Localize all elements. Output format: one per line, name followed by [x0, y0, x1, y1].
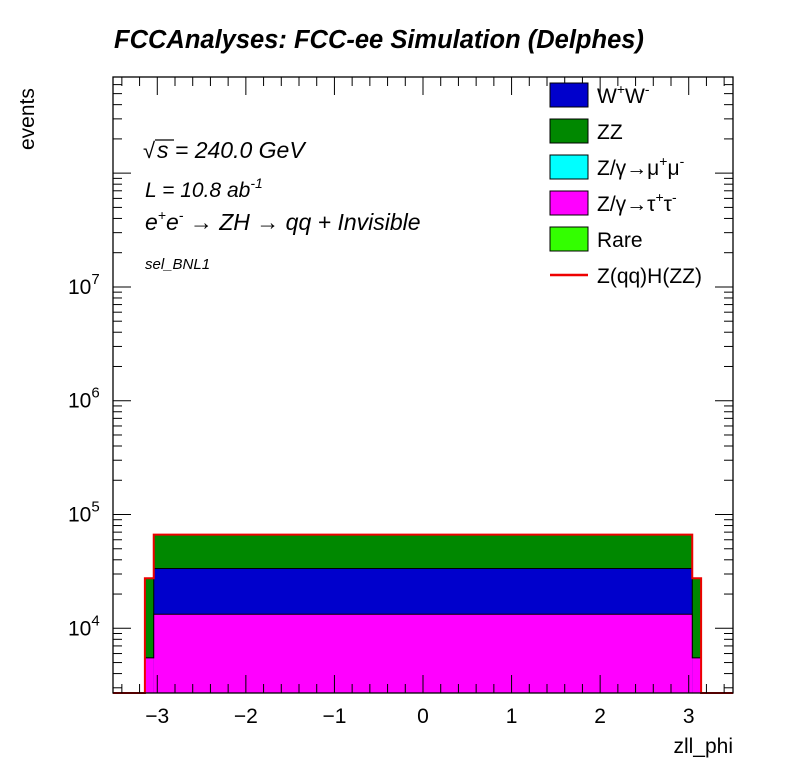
sqrt-sign: √: [143, 138, 156, 163]
axis-ticks: [113, 76, 733, 693]
x-tick-label: −3: [145, 705, 169, 728]
legend-entry: Z/γ→τ+τ-: [549, 189, 677, 216]
legend-swatch: [549, 154, 589, 180]
legend-label: ZZ: [597, 121, 623, 144]
y-tick-label: 105: [68, 499, 100, 527]
legend-entry: Z/γ→μ+μ-: [549, 153, 685, 180]
legend-label: Z(qq)H(ZZ): [597, 265, 702, 288]
legend-label: Z/γ→μ+μ-: [597, 153, 685, 180]
legend-entry: ZZ: [549, 118, 623, 144]
legend-swatch: [549, 82, 589, 108]
y-axis-label: events: [16, 88, 39, 150]
chart-title: FCCAnalyses: FCC-ee Simulation (Delphes): [114, 26, 644, 54]
y-tick-labels: 104 105 106 107: [68, 271, 100, 640]
histogram-bin-green: [692, 578, 702, 693]
x-tick-label: 1: [506, 705, 518, 728]
x-tick-labels: −3 −2 −1 0 1 2 3: [145, 705, 694, 728]
annotation-block: √ s = 240.0 GeV L = 10.8 ab-1 e+e- → ZH …: [143, 137, 421, 273]
legend: W+W- ZZ Z/γ→μ+μ- Z/γ→τ+τ- Rare Z(qq)H(ZZ): [549, 81, 702, 288]
histogram-stack: [113, 533, 733, 694]
x-tick-label: 0: [417, 705, 429, 728]
x-tick-label: −1: [322, 705, 346, 728]
x-tick-label: −2: [234, 705, 258, 728]
legend-swatch: [549, 118, 589, 144]
y-tick-label: 107: [68, 271, 100, 299]
histogram-bin-pink: [692, 657, 702, 693]
luminosity-annotation: L = 10.8 ab-1: [145, 175, 263, 202]
legend-swatch: [549, 226, 589, 252]
legend-entry: Rare: [549, 226, 643, 252]
histogram-bin-pink: [144, 657, 154, 693]
selection-annotation: sel_BNL1: [145, 256, 210, 273]
legend-label: Z/γ→τ+τ-: [597, 189, 677, 216]
x-tick-label: 2: [594, 705, 606, 728]
process-annotation: e+e- → ZH → qq + Invisible: [145, 207, 421, 235]
legend-entry: W+W-: [549, 81, 650, 108]
histogram-bin-green: [144, 578, 154, 693]
y-tick-label: 106: [68, 385, 100, 413]
legend-label: Rare: [597, 229, 643, 252]
signal-line: [113, 533, 733, 694]
x-axis-label: zll_phi: [673, 735, 733, 758]
energy-annotation: s = 240.0 GeV: [157, 137, 307, 163]
legend-entry: Z(qq)H(ZZ): [550, 265, 702, 288]
legend-label: W+W-: [597, 81, 650, 108]
legend-swatch: [549, 190, 589, 216]
x-tick-label: 3: [683, 705, 695, 728]
y-tick-label: 104: [68, 612, 100, 640]
